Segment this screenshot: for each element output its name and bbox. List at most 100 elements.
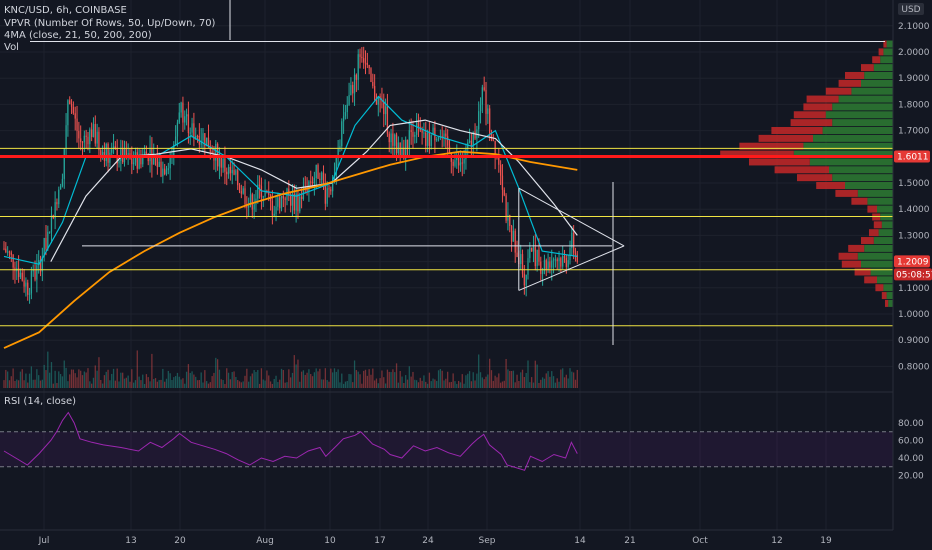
candle-body: [167, 168, 169, 171]
vpvr-up-bar: [873, 64, 893, 72]
volume-bar: [206, 381, 208, 388]
candle-body: [485, 89, 487, 114]
price-tick-label: 1.8000: [898, 100, 930, 110]
volume-bar: [308, 369, 310, 388]
volume-bar: [481, 377, 483, 388]
volume-bar: [275, 375, 277, 388]
candle-body: [96, 131, 98, 144]
volume-bar: [450, 381, 452, 388]
volume-bar: [368, 369, 370, 388]
candle-body: [417, 122, 420, 128]
candle-body: [554, 259, 557, 261]
candle-body: [264, 191, 266, 197]
rsi-line: [3, 411, 578, 471]
volume-bar: [282, 370, 284, 388]
volume-bar: [489, 358, 491, 388]
candle-body: [388, 133, 390, 143]
candle-body: [437, 137, 440, 140]
candle-body: [392, 133, 394, 146]
volume-bar: [448, 382, 451, 388]
horizontal-levels[interactable]: [0, 41, 893, 327]
volume-bar: [147, 377, 149, 388]
volume-bar: [78, 369, 80, 388]
volume-bar: [554, 382, 557, 388]
candle-body: [315, 164, 317, 178]
volume-bar: [58, 371, 60, 388]
volume-bar: [233, 371, 235, 388]
volume-bar: [297, 359, 299, 388]
volume-bar: [280, 368, 283, 388]
candle-body: [401, 147, 403, 156]
volume-bar: [45, 370, 47, 388]
volume-bar: [552, 376, 555, 388]
symbol-legend[interactable]: KNC/USD, 6h, COINBASE: [4, 5, 127, 16]
volume-bar: [509, 370, 511, 388]
volume-bar: [399, 370, 401, 388]
volume-bar: [461, 374, 463, 388]
candle-body: [359, 54, 361, 57]
volume-bar: [536, 364, 538, 388]
candle-body: [25, 282, 27, 287]
candle-body: [249, 194, 252, 205]
volume-bar: [70, 369, 73, 388]
volume-bar: [441, 370, 443, 388]
volume-bar: [43, 364, 45, 388]
volume-bar: [216, 359, 219, 388]
candle-body: [237, 170, 239, 186]
volume-profile: [720, 40, 893, 307]
candle-body: [414, 134, 416, 137]
drawings[interactable]: [229, 0, 625, 345]
volume-bar: [534, 360, 536, 388]
vpvr-down-bar: [806, 95, 839, 103]
volume-bar: [165, 378, 168, 388]
volume-bar: [437, 370, 440, 388]
volume-bar: [28, 373, 31, 388]
volume-bar: [89, 381, 91, 388]
time-tick-label: 12: [771, 536, 782, 546]
volume-bar: [428, 372, 431, 388]
candle-body: [143, 151, 146, 156]
volume-bar: [386, 369, 389, 388]
volume-bar: [388, 371, 390, 388]
candle-body: [220, 157, 222, 168]
candle-body: [61, 178, 64, 187]
volume-bar: [85, 372, 87, 388]
vpvr-up-bar: [825, 111, 893, 119]
volume-bar: [231, 372, 233, 388]
vpvr-legend[interactable]: VPVR (Number Of Rows, 50, Up/Down, 70): [4, 18, 216, 29]
volume-bar: [288, 369, 290, 388]
candle-body: [131, 158, 133, 165]
volume-bar: [412, 371, 414, 388]
volume-bar: [27, 382, 29, 388]
volume-bar: [116, 368, 118, 388]
candle-body: [125, 148, 127, 159]
volume-bar: [118, 381, 120, 388]
volume-bar: [335, 371, 337, 388]
ma-legend[interactable]: 4MA (close, 21, 50, 200, 200): [4, 30, 152, 41]
volume-bar: [395, 363, 398, 388]
candle-body: [339, 146, 341, 149]
candle-body: [306, 188, 308, 192]
volume-bar: [14, 380, 16, 388]
time-tick-label: Aug: [256, 536, 274, 546]
candle-body: [472, 131, 474, 146]
candle-body: [187, 114, 190, 134]
vpvr-up-bar: [883, 284, 893, 292]
vpvr-up-bar: [886, 292, 893, 300]
vpvr-down-bar: [854, 268, 871, 276]
volume-bar: [100, 379, 102, 388]
candle-body: [510, 225, 513, 242]
candle-body: [112, 146, 115, 150]
volume-bar: [235, 376, 237, 388]
volume-bar: [140, 380, 142, 388]
volume-legend[interactable]: Vol: [4, 42, 19, 53]
volume-bar: [479, 372, 482, 388]
rsi-legend[interactable]: RSI (14, close): [4, 396, 77, 407]
vpvr-down-bar: [841, 260, 861, 268]
volume-bar: [94, 365, 96, 388]
candle-body: [541, 271, 544, 274]
volume-bar: [333, 368, 336, 388]
vpvr-down-bar: [875, 284, 884, 292]
volume-bar: [258, 383, 261, 388]
